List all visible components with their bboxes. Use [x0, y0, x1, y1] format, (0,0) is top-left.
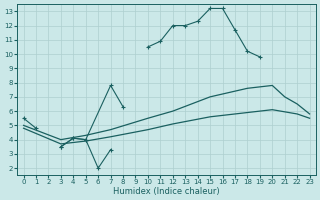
- X-axis label: Humidex (Indice chaleur): Humidex (Indice chaleur): [113, 187, 220, 196]
